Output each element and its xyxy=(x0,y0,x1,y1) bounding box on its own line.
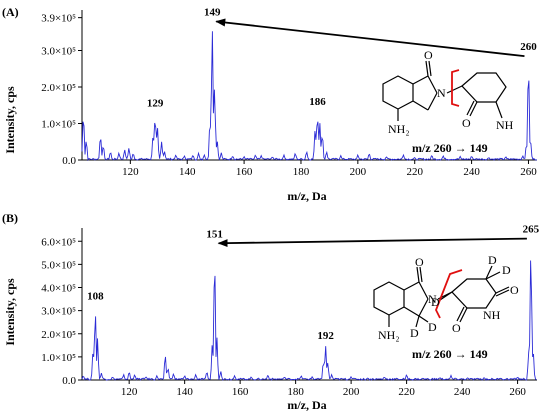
panel-label-b: (B) xyxy=(2,211,18,225)
peak-label: 129 xyxy=(147,98,164,110)
peak-label: 186 xyxy=(309,96,326,108)
spectrum-panel-a: (A) Intensity, cps m/z, Da O N NH O NH₂ … xyxy=(2,5,537,203)
y-tick-label: 4.0×10⁵ xyxy=(41,283,76,295)
x-axis-title-a: m/z, Da xyxy=(287,189,326,203)
x-tick-label: 160 xyxy=(236,166,253,178)
x-tick-label: 160 xyxy=(232,386,249,398)
y-tick-label: 1.0×10⁵ xyxy=(41,119,76,131)
y-tick-label: 5.0×10⁵ xyxy=(41,259,76,271)
molecule-structure-b xyxy=(373,265,510,328)
fragmentation-arrow xyxy=(215,18,525,58)
y-tick-label: 6.0×10⁵ xyxy=(41,236,76,248)
structure-atom-nh-a: NH xyxy=(496,118,514,132)
fragment-caption-b: m/z 260 → 149 xyxy=(412,347,488,361)
structure-amine-b: NH₂ xyxy=(378,328,400,342)
x-tick-label: 240 xyxy=(463,166,480,178)
y-axis-title-b: Intensity, cps xyxy=(3,278,17,346)
peak-label: 260 xyxy=(520,41,537,53)
structure-atom-n-b: N xyxy=(428,292,437,306)
y-tick-label: 0.0 xyxy=(62,155,76,167)
peak-label: 149 xyxy=(204,6,221,18)
cleavage-mark-b xyxy=(435,269,463,319)
peak-label: 265 xyxy=(523,224,540,236)
x-tick-label: 120 xyxy=(121,386,138,398)
y-axis-title-a: Intensity, cps xyxy=(3,86,17,154)
deuterium-label-3: D xyxy=(410,326,419,340)
structure-atom-o-b: O xyxy=(415,255,424,269)
y-tick-label: 2.0×10⁵ xyxy=(41,82,76,94)
x-tick-label: 120 xyxy=(122,166,139,178)
y-tick-label: 2.0×10⁵ xyxy=(41,329,76,341)
x-tick-label: 220 xyxy=(406,166,423,178)
peak-label: 108 xyxy=(87,291,104,303)
deuterium-label-1: D xyxy=(488,253,497,267)
x-tick-label: 240 xyxy=(454,386,471,398)
x-tick-label: 140 xyxy=(176,386,193,398)
spectrum-panel-b: (B) Intensity, cps m/z, Da xyxy=(2,211,540,412)
y-tick-label: 1.0×10⁵ xyxy=(41,352,76,364)
cleavage-mark-a xyxy=(451,69,460,107)
y-tick-label: 3.9×10⁵ xyxy=(41,13,76,25)
fragmentation-arrow xyxy=(217,237,527,248)
x-axis-title-b: m/z, Da xyxy=(287,398,326,412)
peak-label: 151 xyxy=(206,228,223,240)
peak-label: 192 xyxy=(317,330,334,342)
y-tick-label: 3.0×10⁵ xyxy=(41,46,76,58)
deuterium-label-2: D xyxy=(502,263,511,277)
x-tick-label: 140 xyxy=(179,166,196,178)
x-tick-label: 200 xyxy=(343,386,360,398)
molecule-structure-a xyxy=(382,60,507,121)
spectrum-trace xyxy=(81,31,537,162)
structure-atom-n-a: N xyxy=(437,86,446,100)
x-tick-label: 260 xyxy=(520,166,537,178)
x-tick-label: 200 xyxy=(350,166,367,178)
deuterium-label-5: D xyxy=(431,295,440,309)
x-tick-label: 180 xyxy=(293,166,310,178)
structure-atom-nh-b: NH xyxy=(483,308,501,322)
x-tick-label: 260 xyxy=(509,386,526,398)
x-tick-label: 180 xyxy=(287,386,304,398)
structure-amine-a: NH₂ xyxy=(388,122,410,136)
structure-atom-o2-a: O xyxy=(462,116,471,130)
structure-atom-o-a: O xyxy=(424,48,433,62)
deuterium-label-4: D xyxy=(428,320,437,334)
x-tick-label: 220 xyxy=(398,386,415,398)
spectrum-trace xyxy=(81,260,537,381)
y-tick-label: 3.0×10⁵ xyxy=(41,306,76,318)
y-tick-label: 0.0 xyxy=(62,375,76,387)
fragment-caption-a: m/z 260 → 149 xyxy=(412,141,488,155)
structure-atom-o3-b: O xyxy=(452,321,461,335)
panel-label-a: (A) xyxy=(2,5,19,19)
structure-atom-o2-b: O xyxy=(510,283,519,297)
